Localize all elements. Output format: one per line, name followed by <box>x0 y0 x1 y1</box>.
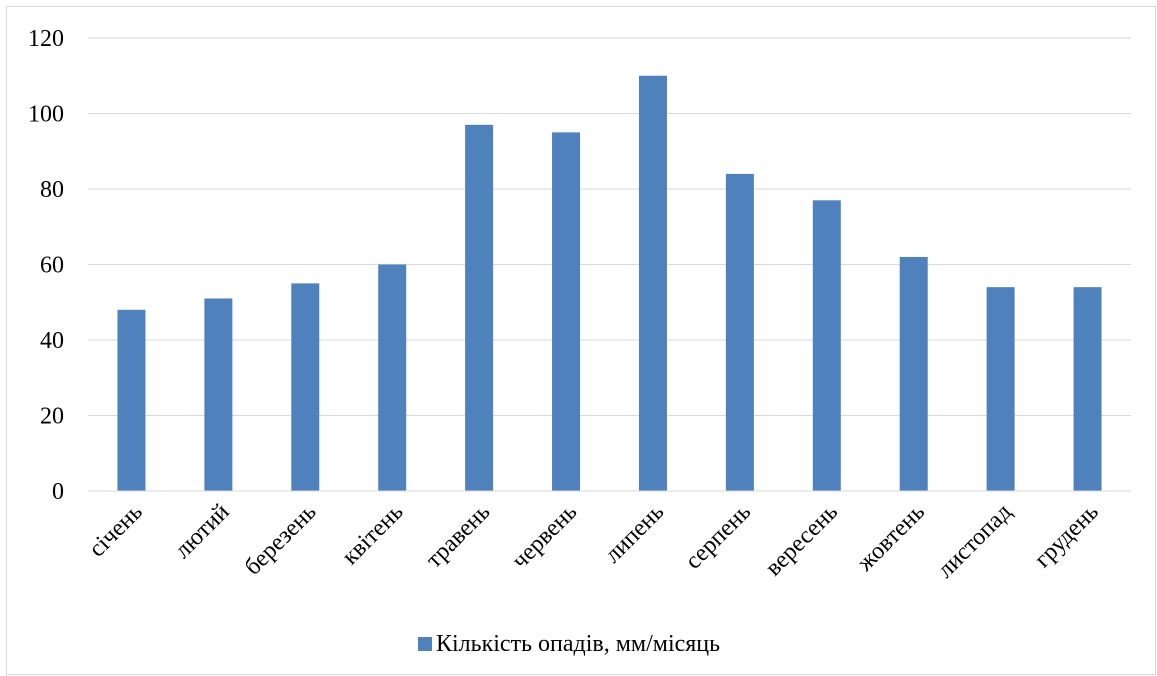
y-tick-label: 20 <box>40 404 64 430</box>
y-tick-label: 120 <box>28 26 64 52</box>
bar-9 <box>812 200 841 491</box>
x-tick-label: червень <box>507 499 582 574</box>
y-tick-label: 40 <box>40 328 64 354</box>
x-tick-label: січень <box>84 499 148 563</box>
x-tick-label: квітень <box>337 499 408 570</box>
y-tick-label: 80 <box>40 177 64 203</box>
x-tick-label: березень <box>240 499 322 581</box>
bar-12 <box>1073 287 1102 491</box>
bars <box>117 75 1102 491</box>
bar-4 <box>378 264 407 491</box>
bar-5 <box>465 124 494 491</box>
x-tick-label: серпень <box>681 499 757 575</box>
legend: Кількість опадів, мм/місяць <box>418 631 720 657</box>
legend-swatch <box>418 637 432 651</box>
y-axis: 0 20 40 60 80 100 120 <box>28 26 64 505</box>
bar-3 <box>291 283 320 491</box>
x-tick-label: листопад <box>932 499 1016 583</box>
x-tick-label: травень <box>421 499 495 573</box>
y-tick-label: 100 <box>28 102 64 128</box>
gridlines <box>88 37 1131 416</box>
bar-11 <box>986 287 1015 491</box>
bar-7 <box>638 75 667 491</box>
bar-8 <box>725 173 754 491</box>
x-tick-label: лютий <box>170 499 235 564</box>
bar-6 <box>552 132 581 491</box>
legend-label: Кількість опадів, мм/місяць <box>436 631 720 657</box>
y-tick-label: 0 <box>52 479 64 505</box>
bar-2 <box>204 298 233 491</box>
x-tick-label: липень <box>600 499 669 568</box>
x-tick-label: жовтень <box>852 499 930 577</box>
bar-1 <box>117 309 146 491</box>
bar-10 <box>899 256 928 491</box>
x-tick-label: грудень <box>1030 499 1104 573</box>
x-axis: січень лютий березень квітень травень червень… <box>84 499 1104 584</box>
y-tick-label: 60 <box>40 253 64 279</box>
x-tick-label: вересень <box>761 499 843 581</box>
